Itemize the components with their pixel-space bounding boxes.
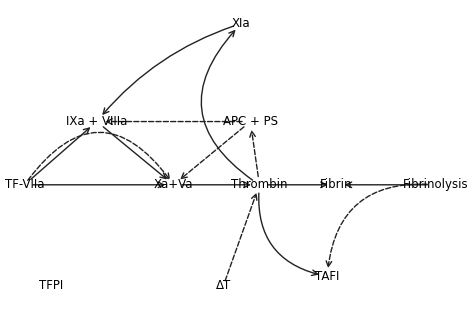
Text: IXa + VIIIa: IXa + VIIIa xyxy=(66,115,128,128)
Text: ΔT: ΔT xyxy=(216,279,231,293)
Text: TF-VIIa: TF-VIIa xyxy=(5,178,44,191)
Text: Fibrinolysis: Fibrinolysis xyxy=(403,178,468,191)
Text: APC + PS: APC + PS xyxy=(223,115,278,128)
Text: Fibrin: Fibrin xyxy=(320,178,353,191)
Text: TFPI: TFPI xyxy=(39,279,64,293)
Text: Thrombin: Thrombin xyxy=(231,178,288,191)
Text: TAFI: TAFI xyxy=(315,270,339,283)
Text: XIa: XIa xyxy=(232,17,251,30)
Text: Xa+Va: Xa+Va xyxy=(154,178,193,191)
